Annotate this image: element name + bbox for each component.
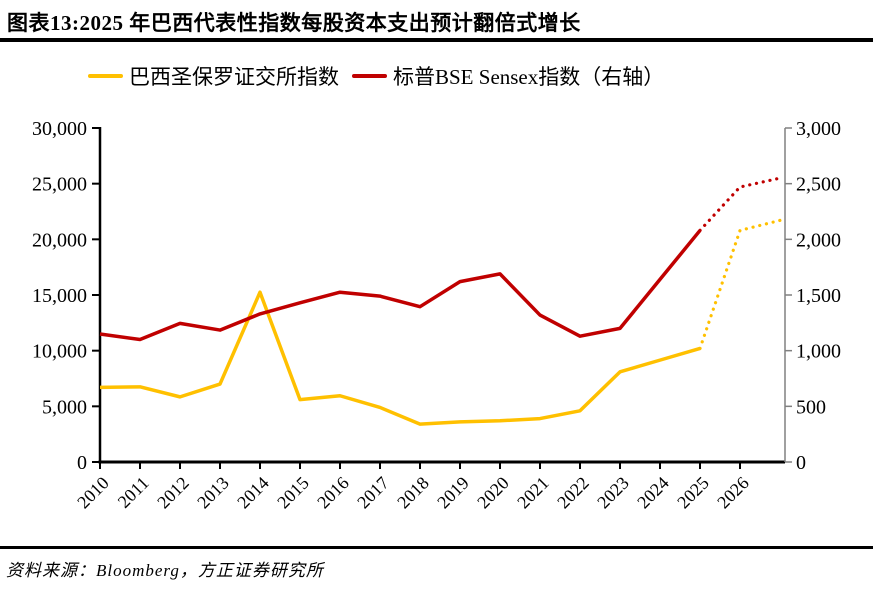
series-line-solid-0 bbox=[99, 290, 701, 426]
x-axis-tick-label: 2017 bbox=[353, 473, 393, 513]
x-axis-tick-label: 2022 bbox=[553, 473, 593, 513]
y-axis-right-tick-label: 2,500 bbox=[796, 174, 841, 196]
title-divider bbox=[0, 38, 873, 42]
source-divider bbox=[0, 546, 873, 549]
y-axis-right-tick-label: 1,000 bbox=[796, 341, 841, 363]
x-axis-tick-label: 2025 bbox=[673, 473, 713, 513]
y-axis-right-tick-label: 500 bbox=[796, 396, 826, 418]
x-axis-tick-label: 2014 bbox=[233, 473, 273, 513]
source-note: 资料来源：Bloomberg，方正证券研究所 bbox=[6, 561, 324, 580]
y-axis-left-tick-label: 0 bbox=[77, 452, 87, 474]
x-axis-tick-label: 2024 bbox=[633, 473, 673, 513]
y-axis-left-tick-label: 15,000 bbox=[32, 285, 87, 307]
y-axis-right-tick-label: 1,500 bbox=[796, 285, 841, 307]
y-axis-left-tick-label: 20,000 bbox=[32, 229, 87, 251]
y-axis-left-tick-label: 10,000 bbox=[32, 341, 87, 363]
x-axis-tick-label: 2016 bbox=[313, 473, 353, 513]
x-axis-tick-label: 2011 bbox=[114, 473, 153, 512]
y-axis-left-tick-label: 30,000 bbox=[32, 118, 87, 140]
figure-title: 图表13:2025 年巴西代表性指数每股资本支出预计翻倍式增长 bbox=[7, 11, 581, 35]
x-axis-tick-label: 2012 bbox=[153, 473, 193, 513]
y-axis-right-tick-label: 3,000 bbox=[796, 118, 841, 140]
y-axis-left-tick-label: 5,000 bbox=[42, 396, 87, 418]
series-line-dotted-forecast-1 bbox=[698, 176, 782, 233]
series-line-solid-1 bbox=[99, 229, 702, 342]
y-axis-right-tick-label: 2,000 bbox=[796, 229, 841, 251]
series-line-dotted-forecast-0 bbox=[698, 218, 782, 351]
chart-legend: 巴西圣保罗证交所指数 标普BSE Sensex指数（右轴） bbox=[88, 61, 664, 91]
x-axis-tick-label: 2019 bbox=[433, 473, 473, 513]
legend-label-sensex: 标普BSE Sensex指数（右轴） bbox=[393, 65, 665, 89]
legend-item-bovespa: 巴西圣保罗证交所指数 bbox=[88, 61, 339, 91]
x-axis-tick-label: 2021 bbox=[513, 473, 553, 513]
y-axis-left-tick-label: 25,000 bbox=[32, 174, 87, 196]
legend-item-sensex: 标普BSE Sensex指数（右轴） bbox=[352, 61, 664, 91]
x-axis-tick-label: 2026 bbox=[713, 473, 753, 513]
legend-label-bovespa: 巴西圣保罗证交所指数 bbox=[129, 65, 339, 89]
x-axis-tick-label: 2013 bbox=[193, 473, 233, 513]
x-axis-tick-label: 2018 bbox=[393, 473, 433, 513]
x-axis-tick-label: 2023 bbox=[593, 473, 633, 513]
legend-line-swatch-red bbox=[352, 74, 387, 78]
y-axis-right-tick-label: 0 bbox=[796, 452, 806, 474]
x-axis-tick-label: 2015 bbox=[273, 473, 313, 513]
legend-line-swatch-yellow bbox=[88, 74, 123, 78]
x-axis-tick-label: 2010 bbox=[73, 473, 113, 513]
x-axis-tick-label: 2020 bbox=[473, 473, 513, 513]
